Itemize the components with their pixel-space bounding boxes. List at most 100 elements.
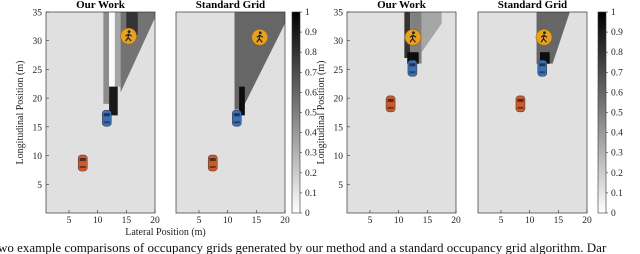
y-tick-label: 15 xyxy=(33,123,43,133)
ego-vehicle-window xyxy=(409,63,416,67)
axes-frame xyxy=(346,11,457,214)
occupancy-region xyxy=(109,12,115,87)
colorbar-tick-label: 0.6 xyxy=(611,88,623,98)
other-vehicle xyxy=(207,154,218,172)
colorbar-tick-label: 1 xyxy=(611,8,616,18)
colorbar-tick-label: 0.1 xyxy=(611,189,623,199)
grid-background xyxy=(478,12,587,213)
x-tick-label: 20 xyxy=(280,216,290,226)
x-tick-label: 10 xyxy=(223,216,233,226)
occupancy-region xyxy=(421,12,442,53)
occupancy-region xyxy=(114,12,121,87)
pedestrian-figure xyxy=(125,33,132,42)
ego-vehicle xyxy=(537,60,548,77)
x-tick-label: 15 xyxy=(122,216,132,226)
pedestrian xyxy=(251,28,269,46)
ego-vehicle-window xyxy=(409,71,416,74)
colorbar-tick-label: 0.5 xyxy=(305,109,317,119)
y-axis-label: Longitudinal Position (m) xyxy=(316,61,327,165)
y-tick-label: 10 xyxy=(33,152,43,162)
ego-vehicle xyxy=(102,109,112,127)
pedestrian xyxy=(120,27,137,45)
y-tick-label: 10 xyxy=(334,152,344,162)
ego-vehicle xyxy=(232,109,242,127)
pedestrian xyxy=(535,28,553,46)
x-tick-label: 5 xyxy=(67,216,72,226)
colorbar-tick-label: 0.9 xyxy=(611,28,623,38)
occupancy-region xyxy=(109,86,118,116)
colorbar-tick-label: 0.7 xyxy=(611,68,623,78)
pedestrian-head xyxy=(412,31,415,35)
x-tick-label: 10 xyxy=(525,216,535,226)
pedestrian-figure xyxy=(409,34,417,43)
other-vehicle-body xyxy=(77,154,88,172)
pedestrian-head xyxy=(127,30,131,34)
ego-vehicle-window xyxy=(103,113,110,117)
occupancy-region xyxy=(536,12,570,64)
ego-vehicle-window xyxy=(539,71,546,74)
colorbar-tick-label: 0.3 xyxy=(305,149,317,159)
x-tick-label: 15 xyxy=(423,216,433,226)
y-tick-label: 30 xyxy=(33,37,43,47)
x-axis-label: Lateral Position (m) xyxy=(125,227,206,238)
ego-vehicle-body xyxy=(537,60,548,77)
ego-vehicle-window xyxy=(539,63,546,67)
caption: wo example comparisons of occupancy grid… xyxy=(0,240,607,254)
y-tick-label: 20 xyxy=(334,95,344,105)
y-tick-label: 25 xyxy=(33,66,43,76)
y-tick-label: 30 xyxy=(334,37,344,47)
pedestrian-figure xyxy=(540,34,548,43)
colorbar-tick-label: 0.7 xyxy=(305,68,317,78)
ego-vehicle-window xyxy=(233,121,240,124)
ego-vehicle-window xyxy=(103,121,110,124)
other-vehicle xyxy=(77,154,88,172)
colorbar xyxy=(597,11,607,214)
ego-vehicle-window xyxy=(233,113,240,117)
occupancy-region xyxy=(103,12,110,104)
panel-title: Our Work xyxy=(377,0,427,11)
other-vehicle xyxy=(385,95,396,113)
x-tick-label: 5 xyxy=(499,216,504,226)
x-tick-label: 20 xyxy=(150,216,160,226)
y-tick-label: 5 xyxy=(338,181,343,191)
panel-title: Standard Grid xyxy=(498,0,567,11)
ego-vehicle-body xyxy=(102,109,112,127)
colorbar-tick-label: 0.4 xyxy=(611,129,623,139)
x-tick-label: 10 xyxy=(93,216,103,226)
x-tick-label: 10 xyxy=(394,216,404,226)
other-vehicle-body xyxy=(515,95,526,113)
other-vehicle-window xyxy=(387,106,394,109)
pedestrian-figure xyxy=(256,34,264,43)
colorbar xyxy=(291,11,301,214)
pedestrian-head xyxy=(258,31,262,35)
colorbar-tick-label: 0.5 xyxy=(611,109,623,119)
x-tick-label: 5 xyxy=(368,216,373,226)
ego-vehicle-body xyxy=(232,109,242,127)
x-tick-label: 20 xyxy=(451,216,461,226)
y-tick-label: 35 xyxy=(334,9,344,19)
colorbar-tick-label: 0.2 xyxy=(305,169,317,179)
x-tick-label: 20 xyxy=(582,216,592,226)
panel-title: Our Work xyxy=(76,0,126,11)
other-vehicle-window xyxy=(79,158,86,162)
panel-title: Standard Grid xyxy=(196,0,265,11)
x-tick-label: 5 xyxy=(197,216,202,226)
colorbar-tick-label: 0.8 xyxy=(611,48,623,58)
colorbar-tick-label: 0.6 xyxy=(305,88,317,98)
other-vehicle-window xyxy=(209,166,216,169)
other-vehicle-window xyxy=(517,98,524,102)
ego-vehicle-body xyxy=(407,60,418,77)
other-vehicle-window xyxy=(387,98,394,102)
colorbar-tick-label: 0.1 xyxy=(305,189,317,199)
ego-vehicle xyxy=(407,60,418,77)
y-tick-label: 5 xyxy=(37,181,42,191)
y-tick-label: 25 xyxy=(334,66,344,76)
other-vehicle xyxy=(515,95,526,113)
colorbar-tick-label: 0.3 xyxy=(611,149,623,159)
other-vehicle-window xyxy=(209,158,216,162)
x-tick-label: 15 xyxy=(554,216,564,226)
colorbar-tick-label: 0.4 xyxy=(305,129,317,139)
colorbar-tick-label: 0.8 xyxy=(305,48,317,58)
colorbar-tick-label: 0 xyxy=(611,209,616,219)
